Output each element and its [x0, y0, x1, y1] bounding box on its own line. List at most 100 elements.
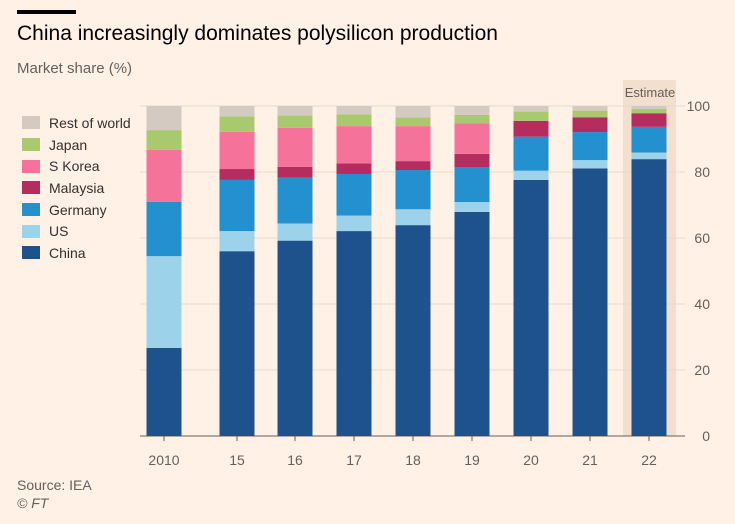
legend-item: S Korea — [22, 155, 131, 177]
legend-label: China — [49, 244, 86, 261]
x-tick-label: 19 — [464, 452, 480, 468]
x-tick-label: 16 — [287, 452, 303, 468]
bar-segment-us — [336, 215, 372, 232]
bar-segment-japan — [572, 110, 608, 118]
bar-segment-germany — [513, 136, 549, 171]
legend-item: Japan — [22, 134, 131, 156]
x-tick-label: 18 — [405, 452, 421, 468]
bar-segment-s-korea — [219, 131, 255, 170]
legend-swatch — [22, 203, 40, 217]
x-tick-label: 21 — [582, 452, 598, 468]
bar-segment-s-korea — [277, 127, 313, 167]
legend-swatch — [22, 116, 40, 130]
bar-segment-us — [277, 223, 313, 241]
bar-segment-rest-of-world — [146, 106, 182, 131]
bar-segment-us — [146, 256, 182, 348]
chart-subtitle: Market share (%) — [17, 60, 133, 77]
bar-segment-malaysia — [572, 117, 608, 133]
bar-segment-malaysia — [395, 161, 431, 171]
bar-segment-malaysia — [631, 113, 667, 127]
legend-label: Japan — [49, 136, 88, 153]
bar-segment-japan — [336, 114, 372, 127]
bar-segment-china — [572, 168, 608, 436]
bar-segment-china — [219, 251, 255, 436]
bar-segment-rest-of-world — [395, 106, 431, 118]
bar-segment-us — [454, 202, 490, 212]
bar-segment-china — [513, 179, 549, 437]
bar-segment-rest-of-world — [631, 106, 667, 109]
y-tick-label: 0 — [702, 428, 710, 444]
legend-item: US — [22, 220, 131, 242]
bar-segment-china — [336, 231, 372, 436]
y-tick-label: 80 — [694, 164, 710, 180]
bar-segment-s-korea — [336, 126, 372, 164]
brand-bar — [17, 10, 76, 14]
bar-segment-germany — [572, 132, 608, 161]
x-tick-label: 17 — [346, 452, 362, 468]
bar-segment-germany — [336, 173, 372, 216]
x-tick-label: 2010 — [148, 452, 179, 468]
bar-segment-germany — [219, 179, 255, 232]
legend-item: Malaysia — [22, 177, 131, 199]
bar-segment-japan — [219, 116, 255, 132]
bar-segment-japan — [631, 108, 667, 114]
y-tick-label: 60 — [694, 230, 710, 246]
legend-swatch — [22, 181, 40, 195]
legend-swatch — [22, 246, 40, 260]
y-tick-label: 20 — [694, 362, 710, 378]
bar-segment-malaysia — [513, 120, 549, 137]
bar-segment-germany — [454, 167, 490, 203]
bar-segment-germany — [631, 126, 667, 153]
x-tick-label: 20 — [523, 452, 539, 468]
bar-segment-rest-of-world — [513, 106, 549, 112]
legend-swatch — [22, 159, 40, 173]
bar-segment-japan — [513, 111, 549, 121]
bar-segment-s-korea — [454, 123, 490, 154]
bar-segment-us — [631, 152, 667, 160]
bar-segment-china — [277, 240, 313, 436]
y-tick-label: 100 — [687, 98, 711, 114]
bar-segment-us — [572, 160, 608, 169]
bar-segment-rest-of-world — [572, 106, 608, 111]
legend-swatch — [22, 138, 40, 152]
bar-segment-us — [395, 209, 431, 226]
bar-segment-s-korea — [395, 126, 431, 162]
bar-segment-malaysia — [336, 163, 372, 174]
legend-label: US — [49, 223, 69, 240]
bar-segment-japan — [454, 114, 490, 124]
bar-segment-germany — [277, 177, 313, 224]
legend-item: Germany — [22, 199, 131, 221]
legend-swatch — [22, 224, 40, 238]
bar-segment-japan — [277, 115, 313, 128]
bar-segment-rest-of-world — [454, 106, 490, 115]
bar-segment-rest-of-world — [219, 106, 255, 117]
bar-segment-rest-of-world — [277, 106, 313, 116]
legend-label: Germany — [49, 201, 107, 218]
source-note: Source: IEA — [17, 477, 92, 493]
bar-segment-germany — [146, 201, 182, 257]
bar-segment-s-korea — [146, 149, 182, 202]
bar-segment-china — [631, 159, 667, 436]
y-tick-label: 40 — [694, 296, 710, 312]
bar-segment-japan — [146, 130, 182, 150]
chart-title: China increasingly dominates polysilicon… — [17, 22, 498, 45]
legend-label: Malaysia — [49, 179, 105, 196]
legend-item: China — [22, 242, 131, 264]
bar-segment-germany — [395, 170, 431, 210]
copyright: © FT — [17, 495, 49, 511]
x-tick-label: 22 — [641, 452, 657, 468]
x-tick-label: 15 — [229, 452, 245, 468]
bar-segment-us — [513, 170, 549, 180]
bar-segment-malaysia — [277, 166, 313, 178]
bar-segment-china — [395, 225, 431, 436]
legend-item: Rest of world — [22, 112, 131, 134]
bar-segment-us — [219, 231, 255, 252]
bar-segment-malaysia — [454, 153, 490, 168]
bar-segment-china — [146, 347, 182, 436]
bar-segment-rest-of-world — [336, 106, 372, 115]
legend-label: Rest of world — [49, 114, 131, 131]
legend-label: S Korea — [49, 158, 100, 175]
estimate-label: Estimate — [625, 85, 676, 100]
